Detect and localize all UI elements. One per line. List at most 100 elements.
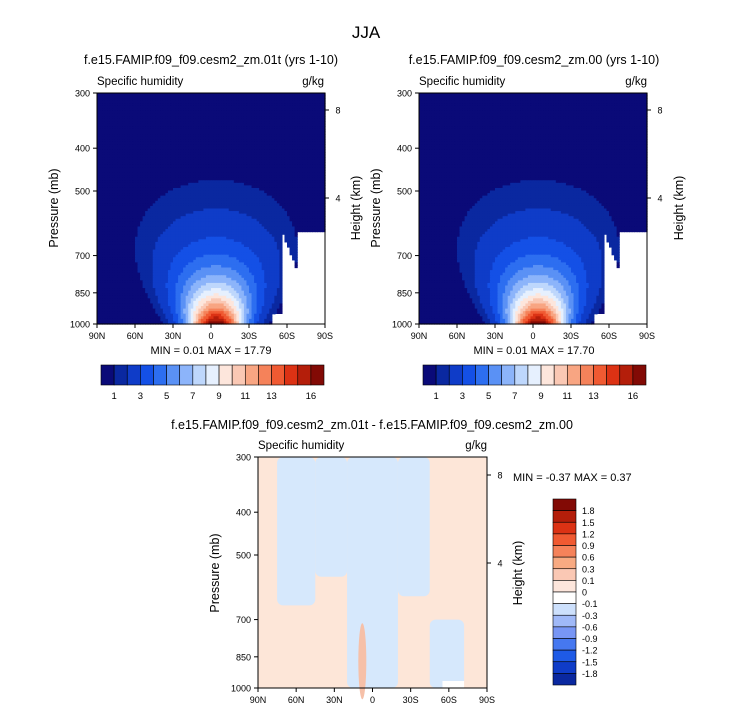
field-cell bbox=[145, 131, 149, 135]
panel-left: f.e15.FAMIP.f09_f09.cesm2_zm.01t (yrs 1-… bbox=[47, 53, 363, 402]
field-cell bbox=[279, 100, 283, 104]
field-cell bbox=[162, 180, 166, 184]
field-cell bbox=[236, 154, 240, 158]
field-cell bbox=[147, 131, 151, 135]
field-cell bbox=[213, 146, 217, 151]
field-cell bbox=[266, 134, 270, 138]
field-cell bbox=[304, 157, 308, 161]
field-cell bbox=[312, 121, 316, 125]
field-cell bbox=[104, 141, 108, 145]
field-cell bbox=[238, 121, 242, 125]
field-cell bbox=[183, 95, 187, 99]
field-cell bbox=[292, 113, 296, 117]
field-cell bbox=[309, 105, 313, 109]
field-cell bbox=[312, 172, 316, 176]
field-cell bbox=[284, 131, 288, 135]
field-cell bbox=[284, 180, 288, 184]
field-cell bbox=[145, 157, 149, 161]
field-cell bbox=[137, 105, 141, 109]
field-cell bbox=[117, 108, 121, 112]
field-cell bbox=[297, 180, 301, 184]
field-cell bbox=[157, 113, 161, 117]
field-cell bbox=[107, 98, 111, 102]
field-cell bbox=[226, 93, 230, 97]
field-cell bbox=[145, 152, 149, 156]
field-cell bbox=[165, 180, 169, 184]
field-cell bbox=[274, 164, 278, 169]
field-cell bbox=[233, 172, 237, 176]
field-cell bbox=[140, 128, 144, 133]
field-cell bbox=[119, 177, 123, 181]
field-cell bbox=[190, 136, 194, 140]
field-cell bbox=[205, 98, 210, 102]
field-cell bbox=[238, 118, 242, 122]
field-cell bbox=[190, 180, 194, 184]
field-cell bbox=[287, 134, 291, 138]
field-cell bbox=[246, 95, 250, 99]
field-cell bbox=[223, 170, 227, 174]
field-cell bbox=[195, 180, 199, 184]
field-cell bbox=[109, 126, 113, 130]
field-cell bbox=[155, 167, 159, 171]
field-cell bbox=[223, 116, 227, 120]
field-cell bbox=[180, 180, 184, 184]
field-cell bbox=[317, 113, 321, 117]
field-cell bbox=[246, 134, 250, 138]
field-cell bbox=[162, 162, 166, 166]
field-cell bbox=[104, 116, 108, 120]
field-cell bbox=[312, 108, 316, 112]
field-cell bbox=[173, 157, 177, 161]
field-cell bbox=[307, 100, 311, 104]
field-cell bbox=[175, 108, 179, 112]
field-cell bbox=[274, 177, 278, 181]
field-cell bbox=[170, 154, 174, 158]
field-cell bbox=[99, 175, 103, 179]
field-cell bbox=[297, 154, 301, 158]
field-cell bbox=[193, 170, 197, 174]
field-cell bbox=[114, 182, 118, 186]
field-cell bbox=[213, 180, 217, 184]
field-cell bbox=[279, 162, 283, 166]
field-cell bbox=[211, 180, 215, 184]
field-cell bbox=[129, 134, 134, 138]
field-cell bbox=[243, 157, 248, 161]
field-cell bbox=[145, 118, 149, 122]
field-cell bbox=[251, 100, 255, 104]
field-cell bbox=[233, 159, 237, 163]
field-cell bbox=[302, 170, 306, 174]
field-cell bbox=[279, 172, 283, 176]
field-cell bbox=[104, 134, 108, 138]
field-cell bbox=[276, 108, 280, 112]
field-cell bbox=[160, 139, 164, 143]
field-cell bbox=[236, 149, 240, 153]
field-cell bbox=[190, 154, 194, 158]
field-cell bbox=[309, 149, 313, 153]
field-cell bbox=[289, 159, 293, 163]
field-cell bbox=[264, 98, 268, 102]
field-cell bbox=[322, 149, 326, 153]
field-cell bbox=[269, 139, 273, 143]
field-cell bbox=[185, 116, 189, 120]
field-cell bbox=[157, 180, 161, 184]
field-cell bbox=[294, 131, 298, 135]
field-cell bbox=[261, 123, 265, 127]
field-cell bbox=[167, 152, 172, 156]
field-cell bbox=[304, 116, 308, 120]
field-cell bbox=[122, 146, 126, 151]
field-cell bbox=[309, 157, 313, 161]
field-cell bbox=[145, 123, 149, 127]
field-cell bbox=[208, 159, 212, 163]
field-cell bbox=[167, 182, 172, 186]
field-cell bbox=[99, 154, 103, 158]
field-cell bbox=[150, 141, 154, 145]
field-cell bbox=[287, 110, 291, 115]
field-cell bbox=[129, 149, 134, 153]
field-cell bbox=[246, 123, 250, 127]
field-cell bbox=[312, 128, 316, 133]
field-cell bbox=[218, 108, 222, 112]
field-cell bbox=[150, 144, 154, 148]
field-cell bbox=[119, 141, 123, 145]
field-cell bbox=[119, 136, 123, 140]
field-cell bbox=[152, 159, 156, 163]
field-cell bbox=[256, 131, 260, 135]
